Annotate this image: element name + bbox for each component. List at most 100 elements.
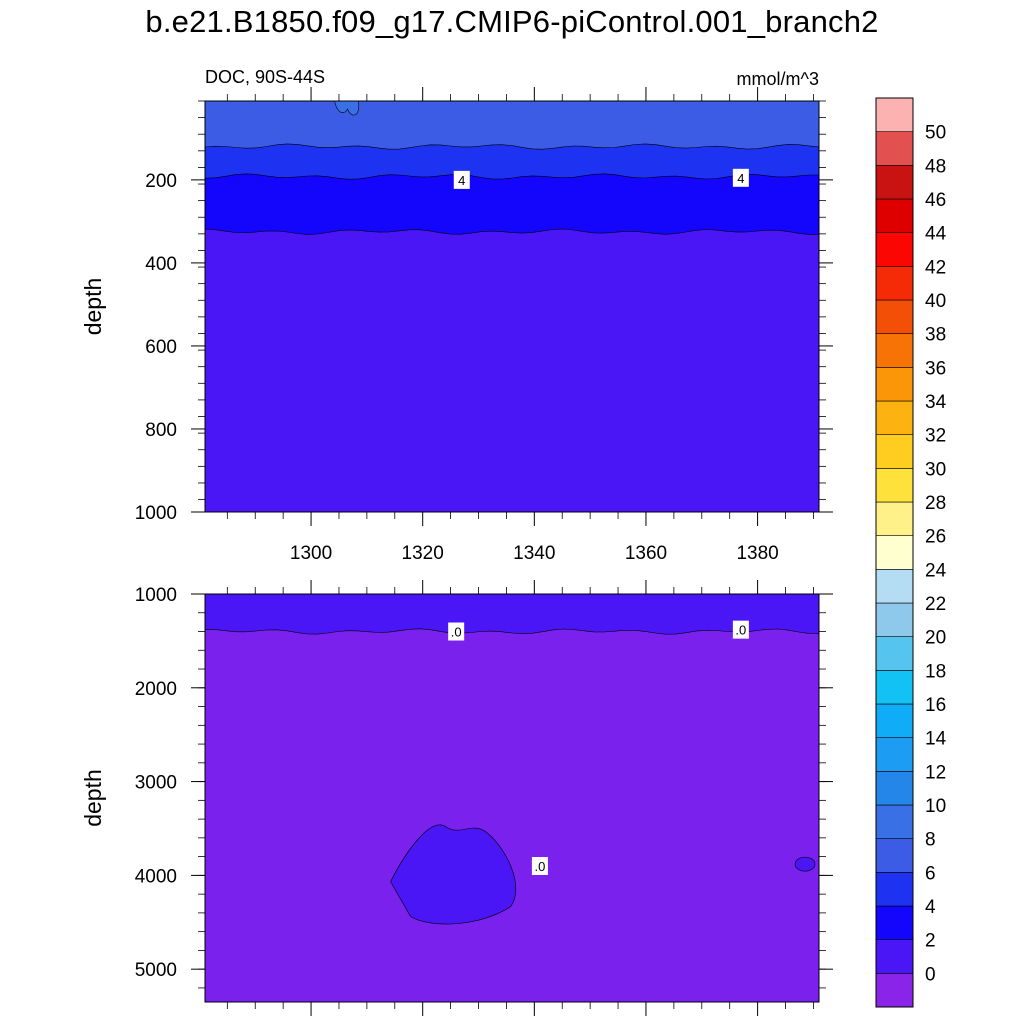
colorbar-label: 38 [925, 325, 946, 346]
colorbar-label: 12 [925, 762, 946, 783]
x-axis [226, 580, 814, 1016]
contour-label: .0 [732, 620, 749, 639]
y-tick-label: 3000 [135, 773, 177, 794]
colorbar-label: 22 [925, 594, 946, 615]
y-tick-label: 2000 [135, 679, 177, 700]
plot-frame [204, 593, 820, 1003]
chart-title: b.e21.B1850.f09_g17.CMIP6-piControl.001_… [145, 4, 879, 39]
contour-label: 4 [453, 170, 470, 189]
colorbar-swatch [875, 636, 914, 671]
y-tick-label: 200 [145, 171, 177, 192]
contour-label-text: .0 [451, 625, 462, 640]
colorbar-swatch [875, 434, 914, 469]
colorbar-swatch [875, 703, 914, 738]
y-axis: 1000 2000 3000 4000 5000 [135, 585, 833, 989]
colorbar-swatch [875, 97, 914, 132]
contour-field [205, 594, 819, 1002]
contour-label-box [531, 857, 548, 875]
colorbar-label: 6 [925, 863, 936, 884]
colorbar-swatch [875, 299, 914, 334]
colorbar-label: 8 [925, 830, 936, 851]
contour-label: .0 [531, 857, 548, 875]
colorbar-swatch [875, 535, 914, 570]
plot-frame [204, 100, 820, 513]
colorbar-swatch [875, 602, 914, 637]
colorbar-label: 10 [925, 796, 946, 817]
colorbar-label: 30 [925, 459, 946, 480]
colorbar-swatch [875, 737, 914, 772]
contour-label-box [453, 170, 470, 189]
colorbar-swatch [875, 804, 914, 839]
colorbar-swatch [875, 771, 914, 806]
colorbar-frame [875, 97, 914, 1008]
y-tick-label: 800 [145, 420, 177, 441]
y-axis-label: depth [80, 769, 106, 827]
y-axis-label: depth [80, 278, 106, 336]
colorbar: 0246810121416182022242628303234363840424… [875, 97, 947, 1008]
contour-label-text: .0 [735, 623, 746, 638]
colorbar-swatch [875, 198, 914, 233]
contour-label: 4 [732, 168, 749, 187]
y-axis: 200 400 600 800 1000 [135, 100, 833, 524]
contour-blob [794, 856, 816, 872]
colorbar-label: 20 [925, 628, 946, 649]
colorbar-swatch [875, 131, 914, 166]
colorbar-label: 46 [925, 190, 946, 211]
colorbar-label: 40 [925, 291, 946, 312]
colorbar-swatch [875, 232, 914, 267]
colorbar-swatch [875, 400, 914, 435]
colorbar-swatch [875, 973, 914, 1008]
colorbar-label: 28 [925, 493, 946, 514]
colorbar-swatch [875, 872, 914, 907]
colorbar-label: 0 [925, 964, 936, 985]
colorbar-swatch [875, 367, 914, 402]
colorbar-label: 50 [925, 123, 946, 144]
colorbar-label: 34 [925, 392, 947, 413]
x-tick-label: 1340 [513, 543, 555, 564]
units-label: mmol/m^3 [737, 69, 819, 89]
contour-label-text: 4 [737, 171, 744, 186]
x-tick-label: 1360 [625, 543, 667, 564]
contour-label-text: .0 [534, 859, 545, 874]
x-tick-label: 1380 [736, 543, 778, 564]
colorbar-label: 42 [925, 257, 946, 278]
colorbar-label: 14 [925, 729, 947, 750]
colorbar-label: 48 [925, 156, 946, 177]
contour-band [205, 628, 819, 1002]
y-tick-label: 400 [145, 254, 177, 275]
contour-label-box [732, 620, 749, 639]
colorbar-swatch [875, 165, 914, 200]
contour-label-box [448, 622, 465, 641]
y-tick-label: 5000 [135, 960, 177, 981]
colorbar-swatch [875, 468, 914, 503]
upper-panel: 4 4 200 400 600 800 1000 1300 1320 1340 1360 1380 de… [80, 67, 833, 564]
y-tick-label: 600 [145, 337, 177, 358]
colorbar-swatch [875, 838, 914, 873]
contour-label-box [732, 168, 749, 187]
colorbar-swatch [875, 569, 914, 604]
contour-band [205, 228, 819, 512]
colorbar-label: 24 [925, 560, 947, 581]
contour-blob [334, 101, 360, 116]
colorbar-swatch [875, 905, 914, 940]
colorbar-swatch [875, 939, 914, 974]
contour-label: .0 [448, 622, 465, 641]
x-tick-label: 1320 [402, 543, 444, 564]
colorbar-swatch [875, 266, 914, 301]
y-tick-label: 1000 [135, 585, 177, 606]
colorbar-label: 2 [925, 931, 936, 952]
contour-blob [390, 824, 516, 925]
colorbar-label: 4 [925, 897, 936, 918]
colorbar-label: 16 [925, 695, 946, 716]
colorbar-label: 32 [925, 426, 946, 447]
y-tick-label: 4000 [135, 866, 177, 887]
colorbar-swatch [875, 501, 914, 536]
contour-field [205, 101, 819, 512]
colorbar-label: 18 [925, 661, 946, 682]
x-axis: 1300 1320 1340 1360 1380 [226, 87, 814, 564]
y-tick-label: 1000 [135, 503, 177, 524]
colorbar-label: 36 [925, 358, 946, 379]
colorbar-swatch [875, 333, 914, 368]
colorbar-swatch [875, 670, 914, 705]
